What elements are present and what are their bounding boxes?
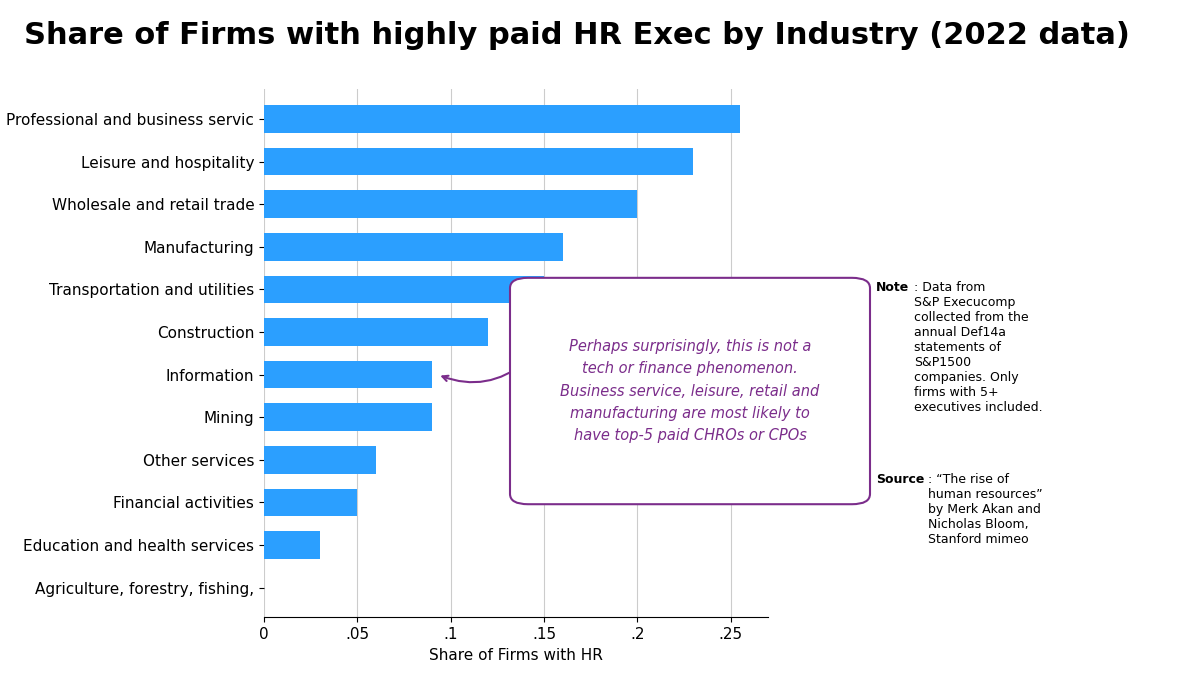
Bar	[264, 403, 432, 431]
Text: : “The rise of
human resources”
by Merk Akan and
Nicholas Bloom,
Stanford mimeo: : “The rise of human resources” by Merk …	[928, 473, 1043, 546]
Bar	[264, 105, 740, 133]
Text: Perhaps surprisingly, this is not a
tech or finance phenomenon.
Business service: Perhaps surprisingly, this is not a tech…	[560, 339, 820, 443]
Bar	[264, 318, 488, 346]
Text: : Data from
S&P Execucomp
collected from the
annual Def14a
statements of
S&P1500: : Data from S&P Execucomp collected from…	[914, 281, 1043, 414]
Bar	[264, 531, 320, 559]
Bar	[264, 488, 358, 517]
Bar	[264, 190, 637, 218]
Bar	[264, 361, 432, 388]
Bar	[264, 446, 376, 473]
Bar	[264, 233, 563, 261]
Text: Source: Source	[876, 473, 924, 486]
Text: Note: Note	[876, 281, 910, 294]
X-axis label: Share of Firms with HR: Share of Firms with HR	[430, 648, 602, 663]
Bar	[264, 147, 694, 176]
Bar	[264, 276, 544, 303]
Text: Share of Firms with highly paid HR Exec by Industry (2022 data): Share of Firms with highly paid HR Exec …	[24, 21, 1130, 49]
